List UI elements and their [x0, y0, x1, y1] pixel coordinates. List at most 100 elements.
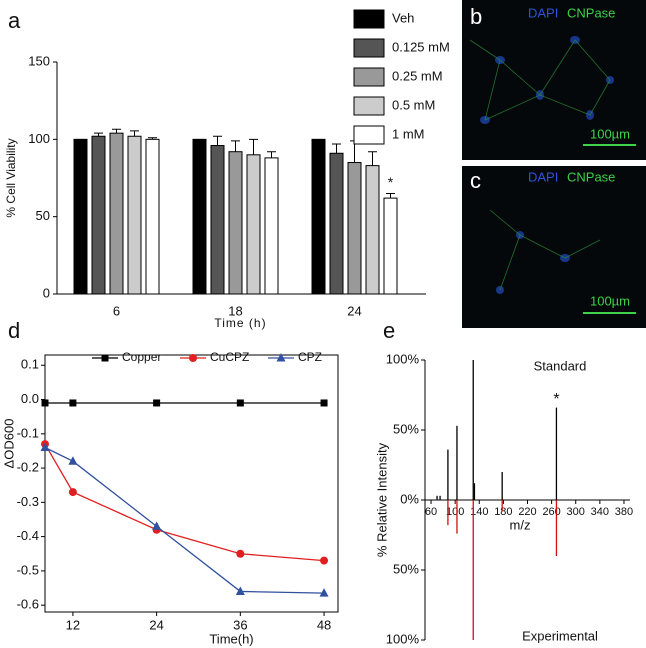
- marker: [320, 556, 329, 565]
- marker: [69, 399, 77, 407]
- panel-label: b: [470, 4, 482, 29]
- series-label: Experimental: [522, 628, 598, 643]
- stain-label: DAPI: [528, 5, 558, 20]
- error-bar: [130, 130, 139, 137]
- legend-label: 0.25 mM: [392, 68, 443, 83]
- error-bar: [231, 140, 240, 152]
- x-tick-label: 36: [233, 617, 247, 632]
- x-tick-label: 260: [542, 506, 560, 518]
- marker: [41, 399, 49, 407]
- panel-label: e: [383, 318, 395, 343]
- marker: [40, 442, 50, 452]
- y-tick-label: -0.3: [17, 494, 39, 509]
- y-tick-label: 100%: [386, 351, 420, 366]
- legend-swatch: [353, 9, 385, 29]
- y-tick-label: 150: [28, 53, 50, 68]
- x-tick-label: 180: [494, 506, 512, 518]
- marker: [236, 399, 244, 407]
- bar: [192, 138, 207, 295]
- plot-frame: [44, 354, 339, 613]
- legend-label: 0.125 mM: [392, 39, 450, 54]
- bar: [383, 197, 398, 295]
- error-bar: [386, 192, 395, 199]
- x-axis-label: Time(h): [209, 631, 253, 646]
- series-line: [44, 443, 325, 562]
- x-tick-label: 300: [567, 506, 585, 518]
- y-tick-label: 100%: [386, 631, 420, 646]
- y-tick-label: -0.4: [17, 528, 39, 543]
- y-tick-label: -0.5: [17, 562, 39, 577]
- y-tick-label: 0.0: [21, 391, 39, 406]
- legend-label: Veh: [392, 10, 414, 25]
- scale-label: 100µm: [590, 126, 630, 141]
- legend-swatch: [353, 67, 385, 87]
- y-tick-label: 50%: [393, 421, 419, 436]
- marker: [153, 399, 161, 407]
- processes: [469, 39, 611, 291]
- micrograph-c: [462, 166, 646, 328]
- bar: [329, 152, 344, 295]
- legend-marker: [189, 354, 197, 362]
- x-tick-label: 100: [446, 506, 464, 518]
- y-axis-label: % Relative Intensity: [374, 442, 389, 557]
- panel-label: d: [8, 318, 20, 343]
- x-tick-label: 24: [347, 303, 361, 318]
- y-tick-label: 0.1: [21, 357, 39, 372]
- y-tick-label: -0.1: [17, 425, 39, 440]
- panel-label: a: [8, 8, 21, 33]
- stain-label: DAPI: [528, 169, 558, 184]
- bar: [311, 138, 326, 295]
- x-axis-label: m/z: [510, 517, 531, 532]
- marker: [236, 549, 245, 558]
- y-tick-label: 0%: [400, 491, 419, 506]
- error-bar: [368, 151, 377, 166]
- x-axis-label: Time (h): [214, 316, 266, 330]
- x-tick-label: 380: [615, 506, 633, 518]
- x-tick-label: 60: [425, 506, 437, 518]
- error-bar: [148, 137, 157, 140]
- stain-label: CNPase: [567, 5, 615, 20]
- scale-label: 100µm: [590, 293, 630, 308]
- marker: [68, 488, 77, 497]
- x-tick-label: 12: [66, 617, 80, 632]
- marker: [235, 586, 245, 595]
- x-tick-label: 340: [591, 506, 609, 518]
- annotation: *: [388, 174, 394, 190]
- y-axis-label: ΔOD600: [1, 419, 16, 469]
- marker: [68, 456, 78, 465]
- legend-label: 0.5 mM: [392, 97, 435, 112]
- x-tick-label: 48: [317, 617, 331, 632]
- legend-marker: [101, 354, 109, 362]
- x-tick-label: 24: [149, 617, 163, 632]
- marker: [152, 521, 162, 530]
- y-axis-label: % Cell Viability: [4, 138, 18, 217]
- error-bar: [213, 135, 222, 146]
- y-tick-label: 50%: [393, 561, 419, 576]
- x-tick-label: 6: [113, 303, 120, 318]
- micrograph-b: [462, 0, 646, 160]
- legend-label: CuCPZ: [210, 350, 249, 364]
- y-tick-label: -0.2: [17, 460, 39, 475]
- bar: [246, 154, 261, 295]
- legend-label: 1 mM: [392, 126, 425, 141]
- y-tick-label: 0: [43, 285, 50, 300]
- series-line: [44, 446, 325, 594]
- bar: [264, 157, 279, 295]
- series-label: Standard: [534, 358, 587, 373]
- bar: [91, 135, 106, 295]
- error-bar: [94, 132, 103, 137]
- annotation: *: [553, 391, 559, 408]
- marker: [320, 399, 328, 407]
- error-bar: [249, 138, 258, 155]
- legend-label: Copper: [122, 350, 161, 364]
- x-tick-label: 18: [228, 303, 242, 318]
- bar: [347, 162, 362, 295]
- legend-marker: [276, 353, 286, 362]
- x-tick-label: 140: [470, 506, 488, 518]
- x-tick-label: 220: [518, 506, 536, 518]
- marker: [319, 588, 329, 597]
- y-tick-label: -0.6: [17, 597, 39, 612]
- bar: [365, 165, 380, 295]
- bar: [73, 138, 88, 295]
